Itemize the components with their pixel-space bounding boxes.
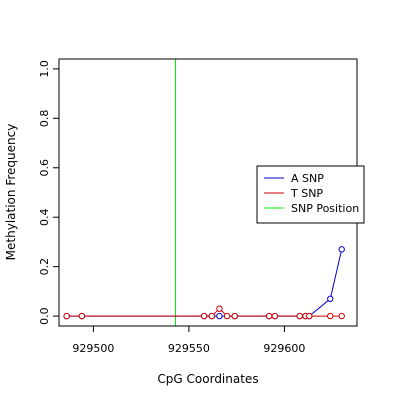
x-tick-label: 929550 <box>168 342 210 355</box>
data-point-a-snp <box>338 246 345 253</box>
legend-label-t-snp: T SNP <box>290 187 323 200</box>
data-point-t-snp <box>223 312 231 320</box>
x-tick-label: 929600 <box>263 342 305 355</box>
y-axis: 0.0 0.2 0.4 0.6 0.8 1.0 <box>38 60 60 325</box>
data-point-t-snp <box>231 312 238 320</box>
data-point-t-snp <box>271 312 279 320</box>
x-axis: 929500 929550 929600 <box>72 325 305 355</box>
legend-box <box>256 165 365 224</box>
data-point-t-snp <box>63 312 70 320</box>
data-point-t-snp <box>296 312 303 320</box>
y-tick-label: 1.0 <box>38 60 51 78</box>
data-point-t-snp <box>78 312 86 320</box>
data-point-a-snp <box>327 295 334 303</box>
legend-label-a-snp: A SNP <box>291 172 324 185</box>
data-point-t-snp <box>338 312 345 320</box>
y-tick-label: 0.6 <box>38 159 51 177</box>
data-point-t-snp <box>200 312 208 320</box>
data-point-t-snp <box>208 312 216 320</box>
y-tick-label: 0.2 <box>38 258 51 276</box>
data-point-t-snp <box>216 305 223 312</box>
x-tick-label: 929500 <box>72 342 114 355</box>
data-point-t-snp <box>327 312 334 320</box>
y-tick-label: 0.0 <box>38 307 51 325</box>
data-point-t-snp <box>265 312 273 320</box>
y-axis-title: Methylation Frequency <box>4 124 18 261</box>
series-line-a-snp <box>66 249 343 317</box>
data-point-t-snp <box>306 312 313 320</box>
legend: A SNP T SNP SNP Position <box>256 165 365 224</box>
y-tick-label: 0.4 <box>38 208 51 226</box>
legend-label-snp-position: SNP Position <box>291 202 359 215</box>
y-tick-label: 0.8 <box>38 110 51 128</box>
plot-marks <box>63 59 345 326</box>
data-point-a-snp <box>216 312 223 320</box>
x-axis-title: CpG Coordinates <box>157 372 258 386</box>
